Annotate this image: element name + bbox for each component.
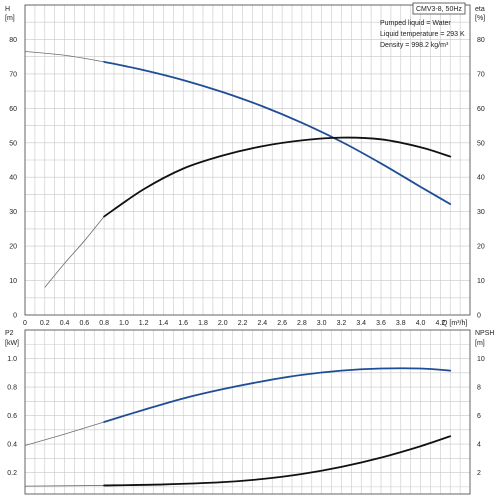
title-box — [412, 2, 466, 15]
top-y-left-tick-label: 30 — [9, 209, 17, 216]
bottom-y-right-tick-label: 4 — [477, 442, 481, 449]
tick-labels: 01020304050607080010203040506070800.20.4… — [7, 37, 485, 477]
bottom-y-left-tick-label: 0.8 — [7, 385, 17, 392]
bottom-y-left-tick-label: 1.0 — [7, 356, 17, 363]
top-y-right-tick-label: 10 — [477, 278, 485, 285]
top-y-right-tick-label: 60 — [477, 106, 485, 113]
bottom-y-right-tick-label: 10 — [477, 356, 485, 363]
top-y-right-tick-label: 30 — [477, 209, 485, 216]
top-y-right-label-line1: eta — [475, 6, 485, 13]
title-box-text: CMV3-8, 50Hz — [416, 6, 462, 13]
p2-curve-thin — [24, 421, 105, 446]
x-tick-label: 0 — [23, 320, 27, 327]
top-y-left-label-line2: [m] — [5, 15, 15, 22]
plot-frames — [24, 4, 471, 495]
x-tick-label: 0.6 — [79, 320, 89, 327]
grid-lines — [25, 5, 470, 494]
x-tick-label: 4.0 — [416, 320, 426, 327]
bottom-y-left-tick-label: 0.6 — [7, 413, 17, 420]
top-y-right-tick-label: 80 — [477, 37, 485, 44]
x-tick-label: 2.0 — [218, 320, 228, 327]
top-y-left-tick-label: 60 — [9, 106, 17, 113]
h-curve — [103, 60, 452, 205]
x-tick-label: 4.2 — [435, 320, 445, 327]
bottom-y-left-tick-label: 0.2 — [7, 470, 17, 477]
bottom-y-left-label-line1: P2 — [5, 330, 14, 337]
top-y-right-tick-label: 0 — [477, 313, 481, 320]
top-y-right-tick-label: 50 — [477, 140, 485, 147]
top-y-right-tick-label: 70 — [477, 71, 485, 78]
top-y-left-tick-label: 70 — [9, 71, 17, 78]
bottom-y-left-tick-label: 0.4 — [7, 442, 17, 449]
x-tick-label: 1.2 — [139, 320, 149, 327]
top-y-right-label-line2: [%] — [475, 15, 485, 22]
bottom-y-left-label-line2: [kW] — [5, 340, 19, 347]
x-tick-label: 2.8 — [297, 320, 307, 327]
x-tick-label: 1.6 — [178, 320, 188, 327]
top-y-left-tick-label: 80 — [9, 37, 17, 44]
x-tick-label: 1.4 — [159, 320, 169, 327]
note-density: Density = 998.2 kg/m³ — [380, 42, 449, 49]
npsh-curve — [103, 435, 452, 487]
x-tick-label: 1.0 — [119, 320, 129, 327]
bottom-y-right-tick-label: 6 — [477, 413, 481, 420]
x-tick-label: 2.4 — [257, 320, 267, 327]
bottom-y-right-tick-label: 2 — [477, 470, 481, 477]
top-y-left-tick-label: 40 — [9, 175, 17, 182]
top-y-left-tick-label: 0 — [13, 313, 17, 320]
top-y-left-tick-label: 50 — [9, 140, 17, 147]
bottom-y-right-label-line1: NPSH — [475, 330, 494, 337]
top-y-left-tick-label: 20 — [9, 244, 17, 251]
x-tick-label: 3.4 — [356, 320, 366, 327]
top-y-right-tick-label: 20 — [477, 244, 485, 251]
note-liquid-temperature: Liquid temperature = 293 K — [380, 31, 465, 38]
x-tick-label: 3.2 — [337, 320, 347, 327]
top-y-left-tick-label: 10 — [9, 278, 17, 285]
h-curve-thin — [24, 51, 105, 63]
note-pumped-liquid: Pumped liquid = Water — [380, 20, 451, 27]
eta-curve-thin — [44, 216, 105, 288]
x-tick-label: 0.4 — [60, 320, 70, 327]
x-tick-label: 2.2 — [238, 320, 248, 327]
x-axis-label: Q [m³/h] — [442, 320, 467, 327]
p2-curve — [103, 367, 452, 423]
npsh-curve-thin — [24, 485, 105, 487]
bottom-y-right-tick-label: 8 — [477, 385, 481, 392]
x-tick-label: 3.8 — [396, 320, 406, 327]
top-y-right-tick-label: 40 — [477, 175, 485, 182]
curves — [24, 51, 452, 487]
bottom-y-right-label-line2: [m] — [475, 340, 485, 347]
bottom-plot-frame — [24, 329, 471, 495]
top-y-left-label-line1: H — [5, 6, 10, 13]
x-tick-label: 3.0 — [317, 320, 327, 327]
x-tick-label: 0.2 — [40, 320, 50, 327]
top-plot-frame — [24, 4, 471, 316]
x-tick-label: 3.6 — [376, 320, 386, 327]
eta-curve — [103, 136, 452, 218]
x-tick-label: 1.8 — [198, 320, 208, 327]
x-tick-label: 2.6 — [277, 320, 287, 327]
x-tick-label: 0.8 — [99, 320, 109, 327]
